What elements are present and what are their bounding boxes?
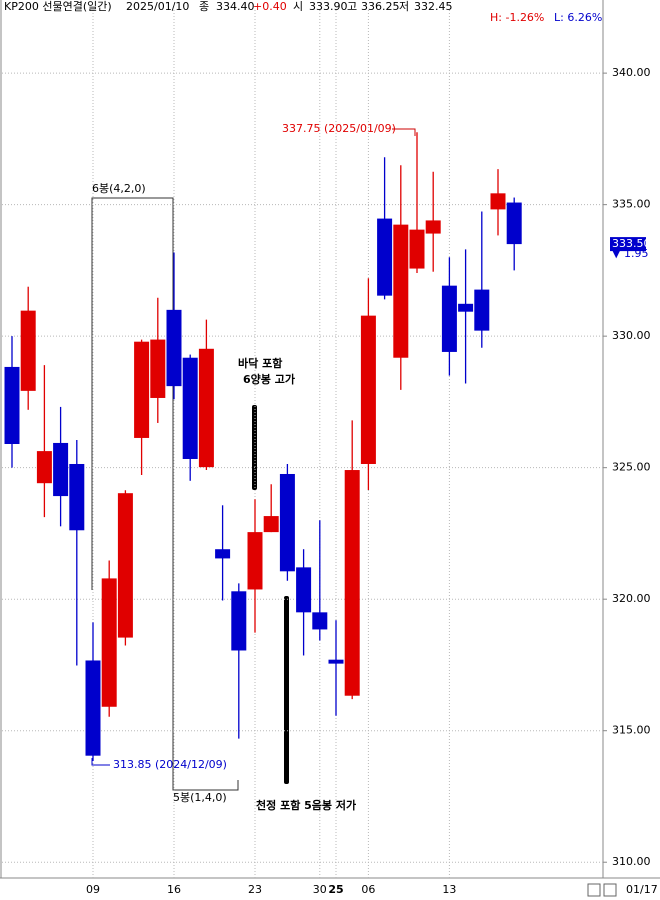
header-label: 고 [347, 0, 357, 13]
candle-body [20, 310, 36, 391]
candle-body [344, 470, 360, 696]
header-title: KP200 선물연결(일간) [4, 0, 112, 13]
tool-icon[interactable] [603, 883, 617, 897]
x-tick-label: 13 [442, 883, 456, 896]
y-tick-label: 325.00 [612, 461, 651, 474]
candle-body [166, 309, 182, 387]
x-tick-label: 06 [361, 883, 375, 896]
candle-body [69, 463, 85, 531]
max-arrow [392, 128, 416, 136]
y-tick-label: 315.00 [612, 724, 651, 737]
candle-body [150, 339, 166, 398]
note: 바닥 포함 [238, 356, 282, 370]
current-change: ▼ 1.95 [612, 247, 648, 260]
current-price-box [610, 237, 646, 252]
candle-body [215, 549, 231, 559]
candle-body [85, 660, 101, 756]
candle-body [101, 578, 117, 707]
x-tick-label: 09 [86, 883, 100, 896]
candle-body [474, 289, 490, 331]
candle-body [279, 473, 295, 572]
header-date: 2025/01/10 [126, 0, 189, 13]
bracket-label: 5봉(1,4,0) [173, 791, 227, 804]
y-tick-label: 340.00 [612, 66, 651, 79]
header-value: 333.90 [309, 0, 348, 13]
note: 6양봉 고가 [243, 372, 295, 386]
candle-body [36, 451, 52, 484]
x-tick-label: 30 [313, 883, 327, 896]
candle-body [425, 220, 441, 234]
y-tick-label: 310.00 [612, 855, 651, 868]
current-price: 333.50 [612, 237, 651, 250]
candle-body [458, 303, 474, 312]
candle-body [247, 532, 263, 590]
candle-body [393, 224, 409, 358]
marker-bar [284, 596, 289, 784]
y-tick-label: 330.00 [612, 329, 651, 342]
y-tick-label: 335.00 [612, 198, 651, 211]
bracket [91, 197, 239, 791]
header-label: 저 [399, 0, 409, 13]
low-pct: L: 6.26% [554, 11, 602, 24]
candle-body [4, 366, 20, 444]
marker-bar [252, 405, 257, 490]
tool-icon[interactable] [587, 883, 601, 897]
x-tick-label: 23 [248, 883, 262, 896]
end-date: 01/17 [626, 883, 658, 896]
candle-body [296, 567, 312, 613]
candle-body [198, 348, 214, 468]
candle-body [231, 591, 247, 651]
x-tick-label: 25 [328, 883, 343, 896]
header-value: 334.40 [216, 0, 255, 13]
header-label: 시 [293, 0, 303, 13]
header-value: 332.45 [414, 0, 453, 13]
candle-body [117, 493, 133, 638]
candle-body [490, 193, 506, 210]
candle-body [377, 218, 393, 296]
min-arrow [91, 758, 110, 766]
note: 천정 포함 5음봉 저가 [256, 798, 356, 812]
high-pct: H: -1.26% [490, 11, 544, 24]
candle-body [441, 285, 457, 352]
header-label: 종 [199, 0, 209, 13]
candle-body [360, 315, 376, 464]
candle-body [506, 202, 522, 245]
candle-body [263, 516, 279, 533]
candle-body [328, 659, 344, 664]
x-tick-label: 16 [167, 883, 181, 896]
max-note: 337.75 (2025/01/09) [282, 122, 396, 135]
header-value: 336.25 [361, 0, 400, 13]
header-change: +0.40 [253, 0, 287, 13]
candle-body [134, 341, 150, 438]
bracket-label: 6봉(4,2,0) [92, 182, 146, 195]
y-tick-label: 320.00 [612, 592, 651, 605]
candle-body [53, 442, 69, 497]
candle-body [182, 357, 198, 459]
min-note: 313.85 (2024/12/09) [113, 758, 227, 771]
candle-body [409, 229, 425, 269]
candle-body [312, 612, 328, 630]
